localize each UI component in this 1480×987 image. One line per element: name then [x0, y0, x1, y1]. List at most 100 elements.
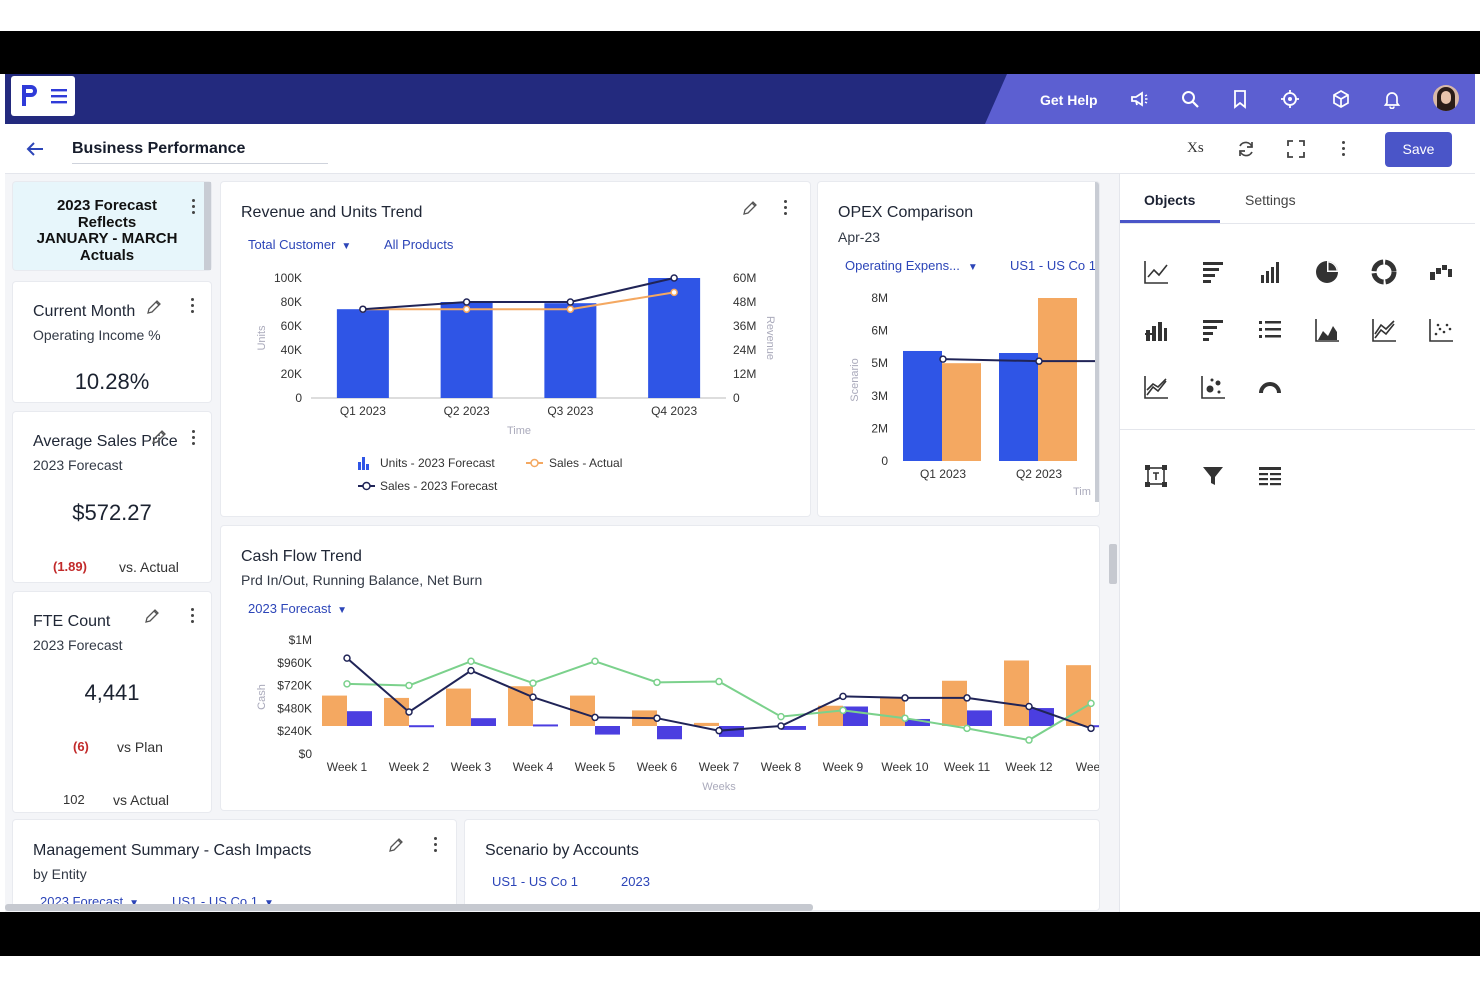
year-filter[interactable]: 2023 [621, 874, 650, 889]
card-subtitle: Apr-23 [838, 229, 881, 245]
stacked-area-chart-icon[interactable] [1370, 316, 1398, 344]
cube-icon[interactable] [1331, 89, 1351, 109]
column-chart-icon[interactable] [1256, 258, 1284, 286]
x-tick-label: Week [1076, 760, 1099, 774]
banner-line-3: JANUARY - MARCH [36, 230, 178, 247]
x-axis-title: Tim [1073, 486, 1091, 498]
running-balance-line-point [715, 726, 723, 735]
entity-filter[interactable]: US1 - US Co 1 [1010, 258, 1096, 273]
opex-bar [942, 363, 981, 461]
x-tick-label: Week 4 [513, 760, 554, 774]
more-options-icon[interactable] [192, 199, 196, 215]
kpi-title: Current Month [33, 303, 136, 320]
units-bar [544, 303, 597, 398]
area-chart-icon[interactable] [1313, 316, 1341, 344]
cash-flow-trend-card: Cash Flow Trend Prd In/Out, Running Bala… [221, 526, 1099, 810]
refresh-icon[interactable] [1236, 139, 1256, 159]
y-tick-label: $0 [299, 747, 313, 761]
more-options-icon[interactable] [191, 608, 195, 624]
horizontal-scrollbar[interactable] [5, 904, 813, 911]
running-balance-line-point [653, 714, 661, 722]
pie-chart-icon[interactable] [1313, 258, 1341, 286]
units-bar [336, 309, 389, 398]
y2-tick-label: 0 [733, 391, 740, 405]
edit-pencil-icon[interactable] [387, 836, 405, 854]
more-options-icon[interactable] [784, 200, 788, 216]
y2-tick-label: 36M [733, 319, 756, 333]
running-balance-line-point [777, 722, 785, 730]
x-tick-label: Week 7 [699, 760, 740, 774]
kpi-value: 4,441 [84, 680, 140, 705]
more-options-icon[interactable] [192, 430, 196, 446]
card-title: Revenue and Units Trend [241, 204, 423, 221]
more-options-icon[interactable] [434, 837, 438, 853]
cash-outflow-bar [1091, 725, 1099, 728]
tab-objects[interactable]: Objects [1144, 192, 1196, 208]
save-button[interactable]: Save [1385, 132, 1452, 167]
scenario-filter-dropdown[interactable]: 2023 Forecast▼ [248, 601, 348, 616]
get-help-link[interactable]: Get Help [1040, 92, 1098, 108]
stacked-bar-chart-icon[interactable] [1199, 316, 1227, 344]
bookmark-icon[interactable] [1230, 89, 1250, 109]
line-area-chart-icon[interactable] [1142, 373, 1170, 401]
app-logo[interactable] [11, 76, 75, 116]
running-balance-line-point [901, 694, 909, 702]
filter-icon[interactable] [1199, 462, 1227, 490]
scatter-plot-icon[interactable] [1427, 316, 1455, 344]
notification-bell-icon[interactable] [1382, 89, 1402, 109]
net-burn-line-point [963, 724, 971, 733]
card-title: Management Summary - Cash Impacts [33, 842, 312, 859]
kpi-value: 10.28% [74, 369, 150, 394]
line-chart-icon[interactable] [1142, 258, 1170, 286]
y-tick-label: 60K [281, 319, 302, 333]
variables-icon[interactable]: Xs [1187, 140, 1204, 156]
y-axis-title: Scenario [849, 358, 861, 401]
x-tick-label: Week 8 [761, 760, 802, 774]
y-tick-label: 6M [871, 324, 888, 338]
table-icon[interactable] [1256, 462, 1284, 490]
edit-pencil-icon[interactable] [143, 607, 161, 625]
net-burn-line-point [591, 657, 599, 666]
scenario-by-accounts-card: Scenario by Accounts US1 - US Co 1 2023 [465, 820, 1099, 910]
sales-forecast-line-point [566, 298, 575, 306]
cash-outflow-bar [719, 726, 744, 737]
combo-chart-icon[interactable] [1142, 316, 1170, 344]
account-filter-dropdown[interactable]: Operating Expens... ▼ [845, 258, 978, 273]
panel-resize-handle[interactable] [1109, 544, 1117, 584]
announcement-icon[interactable] [1129, 89, 1149, 109]
edit-pencil-icon[interactable] [741, 199, 759, 217]
x-tick-label: Week 10 [881, 760, 928, 774]
back-arrow-icon[interactable] [25, 140, 45, 158]
more-options-icon[interactable] [1342, 141, 1346, 157]
cash-inflow-bar [446, 688, 471, 726]
fullscreen-icon[interactable] [1286, 139, 1306, 159]
banner-line-1: 2023 Forecast [56, 197, 158, 214]
x-tick-label: Week 9 [823, 760, 864, 774]
product-filter[interactable]: All Products [384, 237, 454, 252]
donut-chart-icon[interactable] [1370, 258, 1398, 286]
waterfall-chart-icon[interactable] [1427, 258, 1455, 286]
bubble-chart-icon[interactable] [1199, 373, 1227, 401]
card-subtitle: by Entity [33, 866, 87, 882]
list-icon[interactable] [1256, 316, 1284, 344]
more-options-icon[interactable] [191, 298, 195, 314]
y-tick-label: 3M [871, 389, 888, 403]
search-icon[interactable] [1180, 89, 1200, 109]
edit-pencil-icon[interactable] [150, 428, 168, 446]
horizontal-bar-chart-icon[interactable] [1199, 258, 1227, 286]
net-burn-line-point [343, 680, 351, 688]
legend-forecast-swatch-dot [362, 481, 371, 491]
kpi-subtitle: 2023 Forecast [33, 637, 123, 653]
x-tick-label: Week 6 [637, 760, 678, 774]
tab-settings[interactable]: Settings [1245, 192, 1296, 208]
customer-filter-dropdown[interactable]: Total Customer ▼ [248, 237, 352, 252]
cash-outflow-bar [347, 711, 372, 726]
text-box-icon[interactable] [1142, 462, 1170, 490]
sales-actual-line-point [462, 305, 471, 313]
entity-filter[interactable]: US1 - US Co 1 [492, 874, 578, 889]
net-burn-line-point [405, 681, 413, 690]
user-avatar[interactable] [1433, 85, 1459, 111]
crosshair-icon[interactable] [1280, 89, 1300, 109]
gauge-chart-icon[interactable] [1256, 373, 1284, 401]
edit-pencil-icon[interactable] [145, 298, 163, 316]
